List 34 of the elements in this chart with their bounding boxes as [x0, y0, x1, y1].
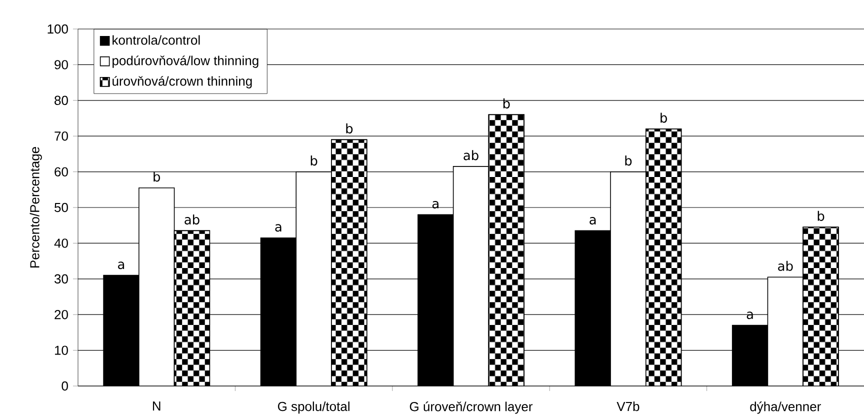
y-axis-title: Percento/Percentage	[30, 147, 42, 268]
data-label: a	[275, 224, 282, 232]
data-label: b	[346, 123, 353, 134]
x-tick-label: V7b	[616, 402, 640, 412]
y-tick-label: 80	[54, 96, 68, 105]
y-tick-label: 90	[54, 60, 68, 70]
data-label: b	[154, 172, 160, 182]
data-label: ab	[184, 214, 200, 225]
data-label: a	[432, 200, 438, 208]
data-label: b	[818, 210, 824, 221]
legend-label: podúrovňová/low thinning	[112, 56, 258, 68]
y-tick-label: 60	[54, 167, 68, 176]
data-label: ab	[778, 260, 793, 271]
data-label: a	[118, 262, 124, 270]
legend-label: úrovňová/crown thinning	[112, 76, 252, 88]
y-tick-label: 100	[48, 24, 68, 34]
y-tick-label: 0	[62, 381, 68, 391]
data-label: ab	[464, 150, 478, 160]
y-tick-label: 40	[54, 238, 68, 248]
x-tick-label: dýha/venner	[750, 402, 821, 414]
y-tick-label: 10	[55, 346, 68, 355]
data-label: b	[310, 156, 318, 166]
data-label: b	[660, 112, 667, 123]
y-tick-label: 20	[54, 310, 68, 320]
legend-label: kontrola/control	[112, 35, 200, 45]
x-tick-label: N	[152, 402, 160, 410]
y-tick-label: 30	[54, 274, 68, 284]
x-tick-label: G úroveň/crown layer	[410, 402, 533, 414]
data-label: a	[590, 217, 596, 225]
y-tick-label: 70	[54, 131, 68, 141]
data-label: b	[503, 98, 510, 108]
data-label: b	[625, 156, 632, 166]
y-tick-label: 50	[54, 202, 68, 212]
x-tick-label: G spolu/total	[278, 402, 350, 414]
